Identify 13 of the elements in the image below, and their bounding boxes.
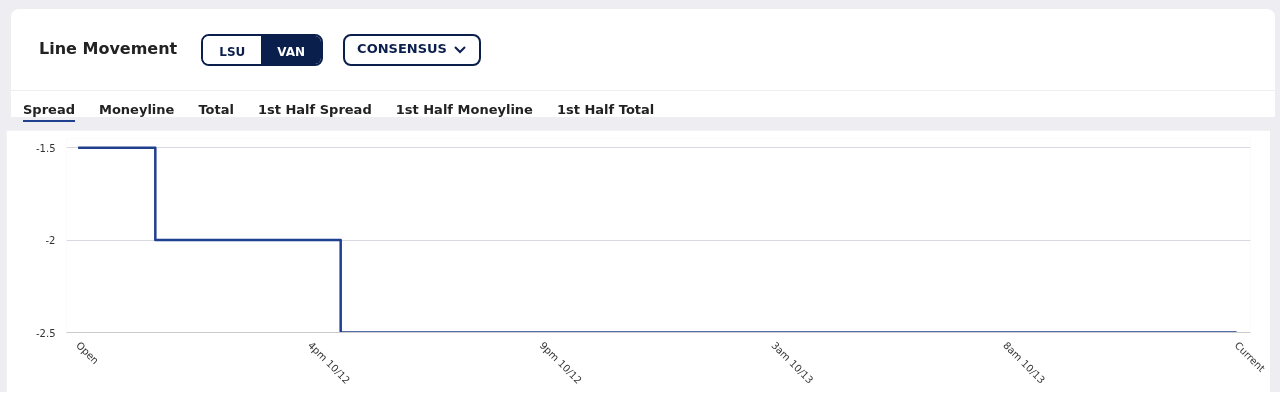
text: CONSENSUS [357,40,447,59]
y-tick-label: -1.5 [35,142,56,154]
text: 1st Half Total [556,102,655,119]
text: LSU [203,35,262,64]
text: 1st Half Spread [257,102,372,119]
text: VAN [261,35,322,64]
y-tick-label: -2 [45,235,56,247]
text: 1st Half Moneyline [395,102,533,119]
text: Moneyline [98,102,175,119]
text: Total [198,102,234,119]
chart-title: Line Movement [39,38,178,61]
y-tick-label: -2.5 [35,327,56,339]
text: Spread [23,102,75,122]
